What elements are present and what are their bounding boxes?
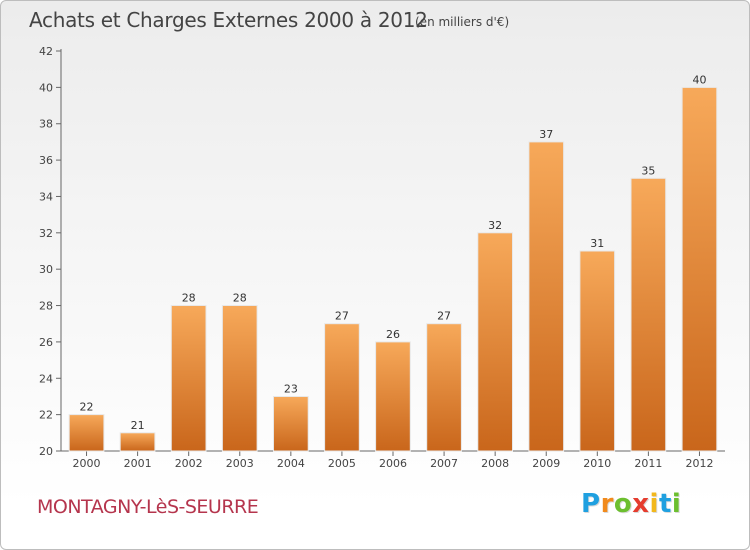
- bar-2012: [681, 86, 718, 452]
- y-tick-label: 24: [39, 372, 53, 385]
- y-tick-label: 36: [39, 154, 53, 167]
- y-tick-label: 30: [39, 263, 53, 276]
- x-tick-label-2004: 2004: [277, 457, 305, 470]
- x-tick-label-2011: 2011: [634, 457, 662, 470]
- bar-2000: [68, 414, 105, 452]
- value-label-2004: 23: [284, 382, 298, 395]
- x-tick-label-2008: 2008: [481, 457, 509, 470]
- x-tick-label-2007: 2007: [430, 457, 458, 470]
- bar-2010: [579, 250, 616, 452]
- y-tick-label: 22: [39, 409, 53, 422]
- value-label-2009: 37: [539, 128, 553, 141]
- x-tick-label-2006: 2006: [379, 457, 407, 470]
- bar-2011: [630, 177, 667, 452]
- value-labels: 22 21 28 28 23 27 26 27 32 37 31 35 40: [80, 73, 707, 431]
- x-tick-label-2005: 2005: [328, 457, 356, 470]
- bar-2008: [477, 232, 513, 452]
- x-tick-label-2001: 2001: [124, 457, 152, 470]
- y-tick-label: 34: [39, 190, 53, 203]
- value-label-2000: 22: [80, 401, 94, 414]
- logo-letter: i: [649, 489, 659, 519]
- bar-2004: [273, 396, 309, 452]
- x-tick-label-2012: 2012: [685, 457, 713, 470]
- value-label-2007: 27: [437, 310, 451, 323]
- y-tick-label: 28: [39, 300, 53, 313]
- bar-2007: [426, 323, 462, 452]
- logo-letter: o: [613, 489, 633, 519]
- x-tick-label-2009: 2009: [532, 457, 560, 470]
- value-label-2010: 31: [590, 237, 604, 250]
- chart-title: Achats et Charges Externes 2000 à 2012: [29, 8, 428, 32]
- value-label-2008: 32: [488, 219, 502, 232]
- value-label-2001: 21: [131, 419, 145, 432]
- bars: [68, 86, 718, 452]
- logo-letter: x: [632, 489, 650, 519]
- y-axis: 20 22 24 26 28 30 32 34 36 38 40 42: [39, 45, 62, 458]
- bar-2009: [528, 141, 565, 452]
- value-label-2011: 35: [641, 164, 655, 177]
- bar-2006: [375, 341, 411, 452]
- bar-2003: [221, 305, 258, 452]
- y-tick-label: 38: [39, 118, 53, 131]
- logo-letter: P: [581, 489, 601, 519]
- x-tick-label-2003: 2003: [226, 457, 254, 470]
- value-label-2012: 40: [692, 73, 706, 86]
- bar-2001: [119, 432, 156, 452]
- bar-2002: [170, 305, 207, 452]
- y-tick-label: 42: [39, 45, 53, 58]
- x-tick-label-2010: 2010: [583, 457, 611, 470]
- y-tick-label: 32: [39, 227, 53, 240]
- y-tick-label: 26: [39, 336, 53, 349]
- value-label-2006: 26: [386, 328, 400, 341]
- x-tick-label-2000: 2000: [73, 457, 101, 470]
- value-label-2003: 28: [233, 292, 247, 305]
- logo-letter: r: [600, 489, 614, 519]
- municipality-name: MONTAGNY-LèS-SEURRE: [37, 496, 259, 518]
- x-axis: 2000 2001 2002 2003 2004 2005 2006 2007 2008 2009…: [61, 450, 725, 470]
- x-tick-label-2002: 2002: [175, 457, 203, 470]
- value-label-2005: 27: [335, 310, 349, 323]
- y-tick-label: 20: [39, 445, 53, 458]
- chart-subtitle: (en milliers d'€): [415, 15, 510, 29]
- bar-2005: [324, 323, 360, 452]
- value-label-2002: 28: [182, 292, 196, 305]
- y-tick-label: 40: [39, 81, 53, 94]
- logo-letter: i: [671, 489, 682, 519]
- logo-letter: t: [658, 489, 672, 519]
- proxiti-logo: Proxiti: [581, 489, 681, 519]
